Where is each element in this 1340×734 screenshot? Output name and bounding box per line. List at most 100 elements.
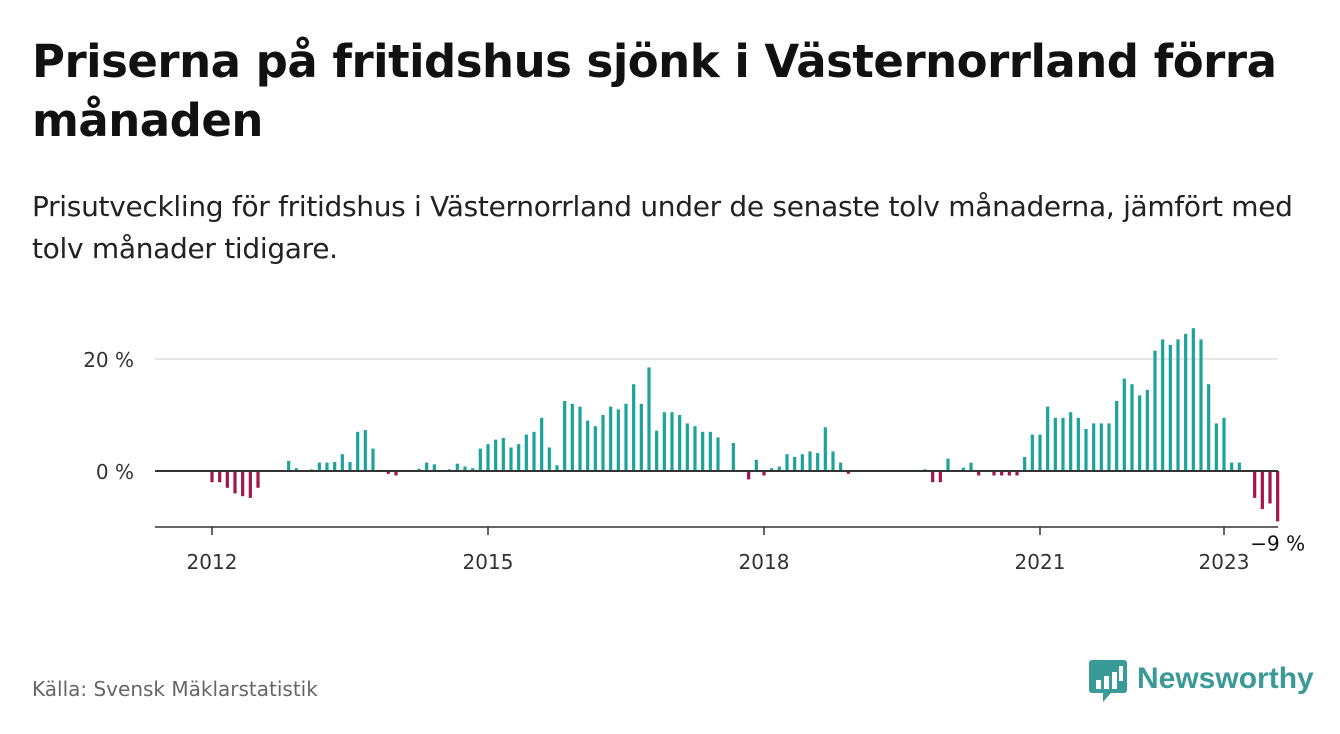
bar bbox=[716, 437, 720, 471]
newsworthy-logo-icon bbox=[1089, 660, 1127, 702]
bar bbox=[1000, 471, 1004, 476]
bar bbox=[325, 462, 329, 471]
bar bbox=[425, 462, 429, 471]
bar-layer bbox=[210, 328, 1280, 522]
bar bbox=[509, 447, 513, 471]
bar bbox=[701, 431, 705, 471]
bar bbox=[287, 460, 291, 471]
bar bbox=[1046, 406, 1050, 471]
bar bbox=[609, 406, 613, 471]
bar bbox=[639, 403, 643, 471]
x-tick-label: 2023 bbox=[1199, 550, 1250, 574]
bar bbox=[563, 401, 567, 471]
bar bbox=[1207, 384, 1211, 471]
bar bbox=[1222, 417, 1226, 471]
bar bbox=[785, 454, 789, 471]
bar bbox=[762, 471, 766, 476]
bar bbox=[1061, 417, 1065, 471]
bar bbox=[1092, 423, 1096, 471]
bar bbox=[1199, 339, 1203, 471]
bar bbox=[218, 471, 222, 483]
bar bbox=[647, 367, 651, 471]
bar bbox=[432, 464, 436, 471]
bar bbox=[969, 462, 973, 471]
bar bbox=[233, 471, 237, 494]
bar bbox=[317, 462, 321, 471]
bar bbox=[839, 462, 843, 471]
bar bbox=[846, 471, 850, 474]
bar bbox=[517, 444, 521, 471]
bar bbox=[371, 448, 375, 471]
bar bbox=[1161, 339, 1165, 471]
bar bbox=[961, 467, 965, 471]
chart-subtitle: Prisutveckling för fritidshus i Västerno… bbox=[32, 190, 1293, 265]
bar bbox=[823, 427, 827, 471]
bar bbox=[1107, 423, 1111, 471]
bar bbox=[1053, 417, 1057, 471]
bar bbox=[1030, 434, 1034, 471]
bar bbox=[1253, 471, 1257, 498]
bar bbox=[1145, 389, 1149, 471]
bar-chart: 0 % 20 % 2012 2015 2018 2021 2023−9 % bbox=[83, 328, 1307, 574]
x-tick-label: 2018 bbox=[739, 550, 790, 574]
bar bbox=[931, 471, 935, 483]
bar bbox=[294, 468, 298, 471]
bar bbox=[946, 458, 950, 471]
bar bbox=[1115, 401, 1119, 471]
x-tick-label: 2012 bbox=[187, 550, 238, 574]
chart-title: Priserna på fritidshus sjönk i Västernor… bbox=[32, 35, 1277, 147]
bar bbox=[386, 471, 390, 474]
bar bbox=[356, 431, 360, 471]
bar bbox=[1084, 429, 1088, 471]
bar bbox=[494, 439, 498, 471]
bar bbox=[248, 471, 252, 498]
bar bbox=[1237, 462, 1241, 471]
bar bbox=[831, 451, 835, 471]
x-tick-label: 2021 bbox=[1015, 550, 1066, 574]
x-tick-label: 2015 bbox=[463, 550, 514, 574]
bar bbox=[1276, 471, 1280, 522]
bar bbox=[340, 454, 344, 471]
bar bbox=[417, 468, 421, 471]
bar bbox=[754, 459, 758, 471]
bar bbox=[1268, 471, 1272, 504]
bar bbox=[678, 415, 682, 471]
bar bbox=[731, 443, 735, 471]
bar bbox=[693, 426, 697, 471]
bar bbox=[685, 423, 689, 471]
bar bbox=[616, 409, 620, 471]
bar bbox=[570, 403, 574, 471]
last-value-label: −9 % bbox=[1250, 531, 1305, 555]
bar bbox=[1184, 333, 1188, 471]
bar bbox=[770, 468, 774, 471]
bar bbox=[977, 471, 981, 476]
bar bbox=[1260, 471, 1264, 510]
bar bbox=[501, 437, 505, 471]
bar bbox=[1122, 378, 1126, 471]
bar bbox=[1130, 384, 1134, 471]
bar bbox=[1038, 434, 1042, 471]
bar bbox=[816, 453, 820, 471]
bar bbox=[463, 466, 467, 471]
bar bbox=[225, 471, 229, 488]
y-tick-label: 0 % bbox=[96, 460, 134, 484]
bar bbox=[708, 431, 712, 471]
bar bbox=[1007, 471, 1011, 476]
bar bbox=[632, 384, 636, 471]
bar bbox=[793, 457, 797, 471]
newsworthy-logo-text: Newsworthy bbox=[1137, 662, 1314, 695]
bar bbox=[1191, 328, 1195, 471]
bar bbox=[938, 471, 942, 483]
bar bbox=[808, 451, 812, 471]
bar bbox=[348, 462, 352, 471]
bar bbox=[1023, 457, 1027, 471]
bar bbox=[624, 403, 628, 471]
y-tick-label: 20 % bbox=[83, 348, 134, 372]
bar bbox=[524, 434, 528, 471]
bar bbox=[555, 465, 559, 471]
bar bbox=[455, 463, 459, 471]
bar bbox=[1214, 423, 1218, 471]
bar bbox=[1176, 339, 1180, 471]
bar bbox=[1153, 350, 1157, 471]
bar bbox=[532, 431, 536, 471]
